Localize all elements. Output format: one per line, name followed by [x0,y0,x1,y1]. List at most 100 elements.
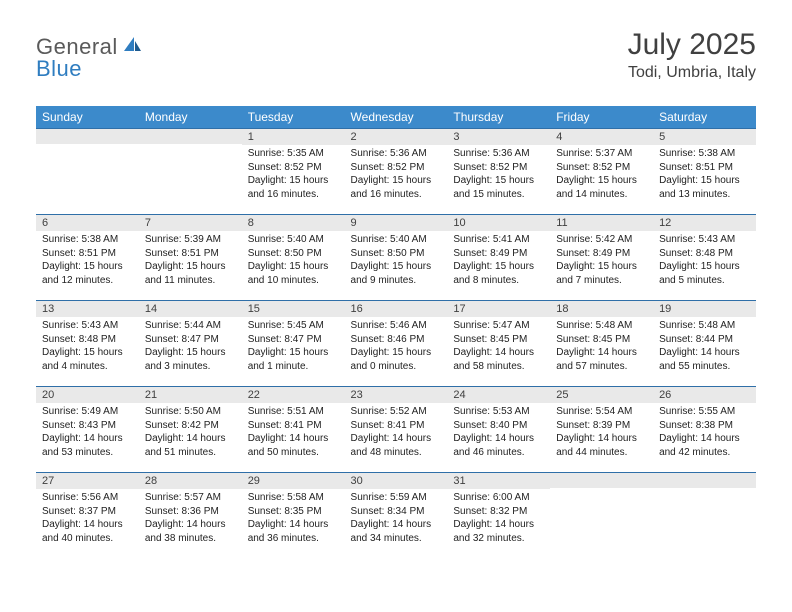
day-number: 7 [139,215,242,231]
sunrise-text: Sunrise: 5:39 AM [145,233,236,247]
sunrise-text: Sunrise: 6:00 AM [453,491,544,505]
day-number: 1 [242,129,345,145]
calendar-cell: 25Sunrise: 5:54 AMSunset: 8:39 PMDayligh… [550,387,653,473]
daylight-text: Daylight: 14 hours and 46 minutes. [453,432,544,459]
sunrise-text: Sunrise: 5:36 AM [351,147,442,161]
daylight-text: Daylight: 15 hours and 4 minutes. [42,346,133,373]
calendar-cell: 15Sunrise: 5:45 AMSunset: 8:47 PMDayligh… [242,301,345,387]
day-number: 3 [447,129,550,145]
day-details: Sunrise: 5:35 AMSunset: 8:52 PMDaylight:… [242,145,345,205]
calendar-week-row: 13Sunrise: 5:43 AMSunset: 8:48 PMDayligh… [36,301,756,387]
day-details: Sunrise: 5:54 AMSunset: 8:39 PMDaylight:… [550,403,653,463]
sunrise-text: Sunrise: 5:38 AM [42,233,133,247]
day-number: 2 [345,129,448,145]
weekday-header: Sunday [36,106,139,129]
day-number: 17 [447,301,550,317]
day-number: 5 [653,129,756,145]
day-details: Sunrise: 5:49 AMSunset: 8:43 PMDaylight:… [36,403,139,463]
sunset-text: Sunset: 8:37 PM [42,505,133,519]
day-details: Sunrise: 5:39 AMSunset: 8:51 PMDaylight:… [139,231,242,291]
daylight-text: Daylight: 15 hours and 12 minutes. [42,260,133,287]
calendar-cell: 18Sunrise: 5:48 AMSunset: 8:45 PMDayligh… [550,301,653,387]
daylight-text: Daylight: 15 hours and 8 minutes. [453,260,544,287]
daylight-text: Daylight: 14 hours and 57 minutes. [556,346,647,373]
sunrise-text: Sunrise: 5:40 AM [351,233,442,247]
sunset-text: Sunset: 8:50 PM [248,247,339,261]
weekday-header: Wednesday [345,106,448,129]
day-number: 4 [550,129,653,145]
weekday-header: Monday [139,106,242,129]
weekday-header: Friday [550,106,653,129]
calendar-cell: 24Sunrise: 5:53 AMSunset: 8:40 PMDayligh… [447,387,550,473]
sunrise-text: Sunrise: 5:43 AM [659,233,750,247]
calendar-cell [653,473,756,559]
calendar-cell: 3Sunrise: 5:36 AMSunset: 8:52 PMDaylight… [447,129,550,215]
day-details: Sunrise: 5:51 AMSunset: 8:41 PMDaylight:… [242,403,345,463]
day-details: Sunrise: 6:00 AMSunset: 8:32 PMDaylight:… [447,489,550,549]
sunset-text: Sunset: 8:52 PM [453,161,544,175]
sunset-text: Sunset: 8:36 PM [145,505,236,519]
day-details: Sunrise: 5:55 AMSunset: 8:38 PMDaylight:… [653,403,756,463]
calendar-cell: 30Sunrise: 5:59 AMSunset: 8:34 PMDayligh… [345,473,448,559]
sunrise-text: Sunrise: 5:44 AM [145,319,236,333]
day-details: Sunrise: 5:38 AMSunset: 8:51 PMDaylight:… [653,145,756,205]
day-number: 31 [447,473,550,489]
sunset-text: Sunset: 8:38 PM [659,419,750,433]
sunset-text: Sunset: 8:40 PM [453,419,544,433]
calendar-cell: 21Sunrise: 5:50 AMSunset: 8:42 PMDayligh… [139,387,242,473]
calendar-cell: 23Sunrise: 5:52 AMSunset: 8:41 PMDayligh… [345,387,448,473]
location-subtitle: Todi, Umbria, Italy [628,64,756,82]
sunrise-text: Sunrise: 5:49 AM [42,405,133,419]
daylight-text: Daylight: 14 hours and 40 minutes. [42,518,133,545]
daylight-text: Daylight: 14 hours and 42 minutes. [659,432,750,459]
daylight-text: Daylight: 14 hours and 36 minutes. [248,518,339,545]
daylight-text: Daylight: 15 hours and 1 minute. [248,346,339,373]
sunset-text: Sunset: 8:50 PM [351,247,442,261]
daylight-text: Daylight: 14 hours and 44 minutes. [556,432,647,459]
sunrise-text: Sunrise: 5:51 AM [248,405,339,419]
sunrise-text: Sunrise: 5:58 AM [248,491,339,505]
day-details: Sunrise: 5:43 AMSunset: 8:48 PMDaylight:… [653,231,756,291]
day-number [550,473,653,488]
sunrise-text: Sunrise: 5:56 AM [42,491,133,505]
day-details: Sunrise: 5:48 AMSunset: 8:45 PMDaylight:… [550,317,653,377]
daylight-text: Daylight: 14 hours and 55 minutes. [659,346,750,373]
sunrise-text: Sunrise: 5:38 AM [659,147,750,161]
day-number: 23 [345,387,448,403]
sunset-text: Sunset: 8:46 PM [351,333,442,347]
calendar-week-row: 6Sunrise: 5:38 AMSunset: 8:51 PMDaylight… [36,215,756,301]
calendar-cell: 29Sunrise: 5:58 AMSunset: 8:35 PMDayligh… [242,473,345,559]
calendar-cell: 7Sunrise: 5:39 AMSunset: 8:51 PMDaylight… [139,215,242,301]
sunset-text: Sunset: 8:51 PM [42,247,133,261]
calendar-cell: 19Sunrise: 5:48 AMSunset: 8:44 PMDayligh… [653,301,756,387]
calendar-cell [36,129,139,215]
sunset-text: Sunset: 8:51 PM [145,247,236,261]
daylight-text: Daylight: 14 hours and 51 minutes. [145,432,236,459]
day-number: 10 [447,215,550,231]
daylight-text: Daylight: 15 hours and 16 minutes. [248,174,339,201]
day-details: Sunrise: 5:53 AMSunset: 8:40 PMDaylight:… [447,403,550,463]
day-number: 9 [345,215,448,231]
calendar-cell: 27Sunrise: 5:56 AMSunset: 8:37 PMDayligh… [36,473,139,559]
sunset-text: Sunset: 8:41 PM [351,419,442,433]
calendar-cell: 2Sunrise: 5:36 AMSunset: 8:52 PMDaylight… [345,129,448,215]
calendar-cell: 13Sunrise: 5:43 AMSunset: 8:48 PMDayligh… [36,301,139,387]
day-details: Sunrise: 5:52 AMSunset: 8:41 PMDaylight:… [345,403,448,463]
daylight-text: Daylight: 14 hours and 32 minutes. [453,518,544,545]
sunset-text: Sunset: 8:52 PM [248,161,339,175]
daylight-text: Daylight: 14 hours and 50 minutes. [248,432,339,459]
sunrise-text: Sunrise: 5:42 AM [556,233,647,247]
daylight-text: Daylight: 15 hours and 5 minutes. [659,260,750,287]
sunrise-text: Sunrise: 5:48 AM [556,319,647,333]
calendar-cell: 4Sunrise: 5:37 AMSunset: 8:52 PMDaylight… [550,129,653,215]
day-number: 28 [139,473,242,489]
daylight-text: Daylight: 15 hours and 7 minutes. [556,260,647,287]
sunset-text: Sunset: 8:41 PM [248,419,339,433]
sunset-text: Sunset: 8:47 PM [248,333,339,347]
daylight-text: Daylight: 14 hours and 58 minutes. [453,346,544,373]
day-details: Sunrise: 5:44 AMSunset: 8:47 PMDaylight:… [139,317,242,377]
sunrise-text: Sunrise: 5:50 AM [145,405,236,419]
day-details: Sunrise: 5:46 AMSunset: 8:46 PMDaylight:… [345,317,448,377]
calendar-cell [550,473,653,559]
sunset-text: Sunset: 8:43 PM [42,419,133,433]
